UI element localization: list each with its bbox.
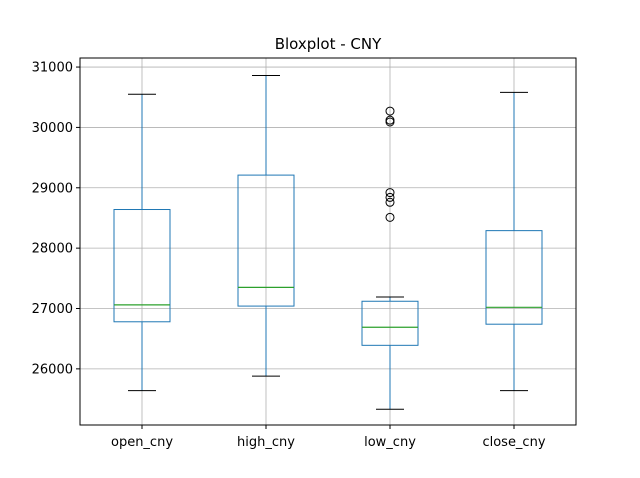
y-tick-label: 28000 — [32, 242, 73, 257]
x-tick-label: low_cny — [364, 435, 416, 450]
plot-area-frame — [79, 57, 577, 426]
flier-point — [385, 106, 395, 116]
box — [237, 174, 295, 307]
flier-point — [385, 188, 395, 198]
box-group-open_cny — [113, 93, 171, 392]
y-tick-label: 26000 — [32, 362, 73, 377]
y-tick-label: 27000 — [32, 302, 73, 317]
y-tick-label: 30000 — [32, 121, 73, 136]
x-tick-label: open_cny — [111, 435, 173, 450]
grid — [80, 58, 576, 425]
box-group-close_cny — [485, 91, 543, 392]
box — [485, 230, 543, 325]
y-tick-label: 29000 — [32, 181, 73, 196]
boxes — [113, 75, 543, 410]
y-axis: 26000 27000 28000 29000 30000 31000 — [32, 61, 80, 377]
flier-point — [385, 197, 395, 207]
x-tick-label: high_cny — [237, 435, 295, 450]
box — [113, 209, 171, 323]
box — [361, 300, 419, 346]
flier-point — [385, 192, 395, 202]
x-tick-label: close_cny — [482, 435, 545, 450]
x-axis: open_cny high_cny low_cny close_cny — [111, 425, 546, 450]
y-tick-label: 31000 — [32, 61, 73, 76]
box-group-high_cny — [237, 75, 295, 377]
box-group-low_cny — [361, 106, 419, 410]
chart-title: Bloxplot - CNY — [275, 35, 382, 53]
flier-point — [385, 212, 395, 222]
flier-point — [385, 115, 395, 125]
